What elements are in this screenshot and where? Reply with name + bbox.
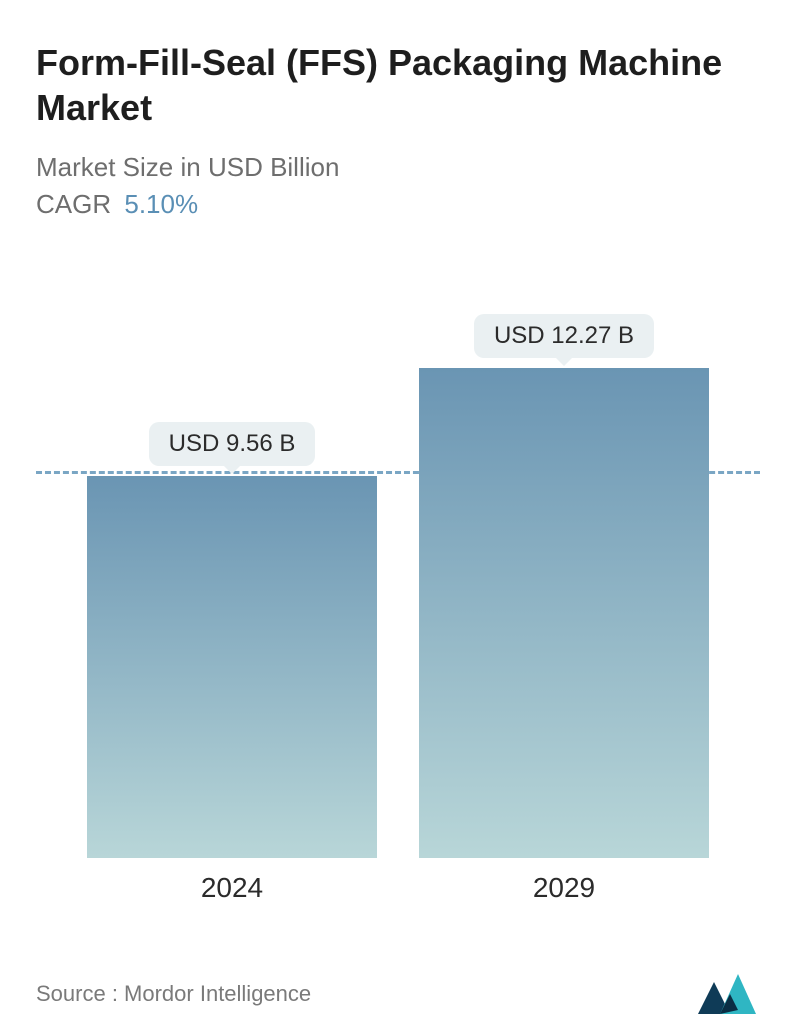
cagr-label: CAGR <box>36 189 111 219</box>
cagr-row: CAGR 5.10% <box>36 189 760 220</box>
chart-title: Form-Fill-Seal (FFS) Packaging Machine M… <box>36 40 760 130</box>
cagr-value: 5.10% <box>124 189 198 219</box>
chart-footer: Source : Mordor Intelligence <box>36 964 760 1014</box>
value-label: USD 9.56 B <box>149 422 316 466</box>
x-axis-label: 2029 <box>533 872 595 904</box>
value-label: USD 12.27 B <box>474 314 654 358</box>
bar <box>87 476 377 858</box>
chart-subtitle: Market Size in USD Billion <box>36 152 760 183</box>
brand-logo-icon <box>698 974 760 1014</box>
bars-group: USD 9.56 B2024USD 12.27 B2029 <box>36 344 760 904</box>
x-axis-label: 2024 <box>201 872 263 904</box>
source-text: Source : Mordor Intelligence <box>36 981 311 1007</box>
bar-group: USD 12.27 B 2029 <box>414 314 714 904</box>
chart-plot-area: USD 9.56 B 2024 USD 12.27 B 2029 <box>36 270 760 964</box>
bar-group: USD 9.56 B 2024 <box>82 422 382 904</box>
bar <box>419 368 709 858</box>
chart-container: Form-Fill-Seal (FFS) Packaging Machine M… <box>0 0 796 1034</box>
